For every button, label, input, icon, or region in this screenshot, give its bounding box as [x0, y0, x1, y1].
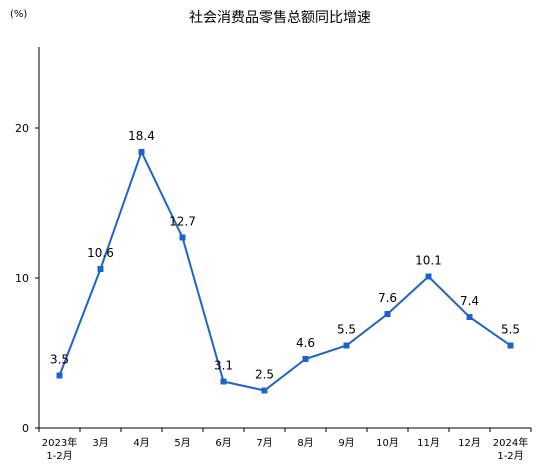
y-ticks: 0 10 20 [15, 122, 39, 435]
x-tick-label: 8月 [297, 437, 313, 449]
data-point [138, 149, 145, 155]
x-tick-label: 10月 [376, 437, 399, 449]
data-label: 5.5 [337, 323, 356, 337]
x-tick-label: 9月 [338, 437, 354, 449]
x-tick-label: 2024年 [493, 436, 528, 449]
unit-label: (%) [10, 9, 27, 20]
data-labels: 3.5 10.6 18.4 12.7 3.1 2.5 4.6 5.5 7.6 10.1 7.4 5.5 [50, 129, 520, 382]
data-point [220, 378, 227, 385]
data-label: 2.5 [255, 368, 274, 382]
data-point [507, 342, 514, 349]
y-tick-label: 20 [15, 122, 29, 135]
data-label: 10.1 [415, 254, 442, 268]
data-point [97, 266, 104, 272]
data-label: 4.6 [296, 336, 315, 350]
data-label: 12.7 [169, 215, 196, 229]
x-tick-label: 7月 [256, 437, 272, 449]
data-point [384, 311, 391, 317]
data-label: 10.6 [87, 246, 114, 260]
data-point [302, 356, 309, 362]
data-label: 7.4 [460, 294, 479, 308]
data-point [425, 273, 432, 280]
data-point [466, 314, 473, 320]
data-point [179, 234, 186, 241]
data-point [261, 387, 268, 394]
x-tick-label: 3月 [92, 437, 108, 449]
x-tick-label: 1-2月 [497, 450, 523, 462]
series-line [58, 149, 512, 392]
x-tick-label: 6月 [215, 437, 231, 449]
x-tick-label: 2023年 [42, 436, 77, 449]
y-tick-label: 0 [22, 422, 29, 435]
x-tick-label: 4月 [133, 437, 149, 449]
x-tick-label: 12月 [458, 437, 481, 449]
data-point [56, 372, 63, 379]
data-label: 18.4 [128, 129, 155, 143]
data-label: 5.5 [501, 323, 520, 337]
data-label: 3.5 [50, 353, 69, 367]
data-label: 3.1 [214, 359, 233, 373]
axes [38, 47, 531, 429]
x-tick-label: 5月 [174, 437, 190, 449]
series-group [56, 149, 514, 394]
data-point [343, 342, 350, 349]
x-tick-label: 11月 [417, 437, 440, 449]
chart-title: 社会消费品零售总额同比增速 [189, 10, 371, 26]
x-tick-label: 1-2月 [46, 450, 72, 462]
y-tick-label: 10 [15, 272, 29, 285]
data-label: 7.6 [378, 291, 397, 305]
